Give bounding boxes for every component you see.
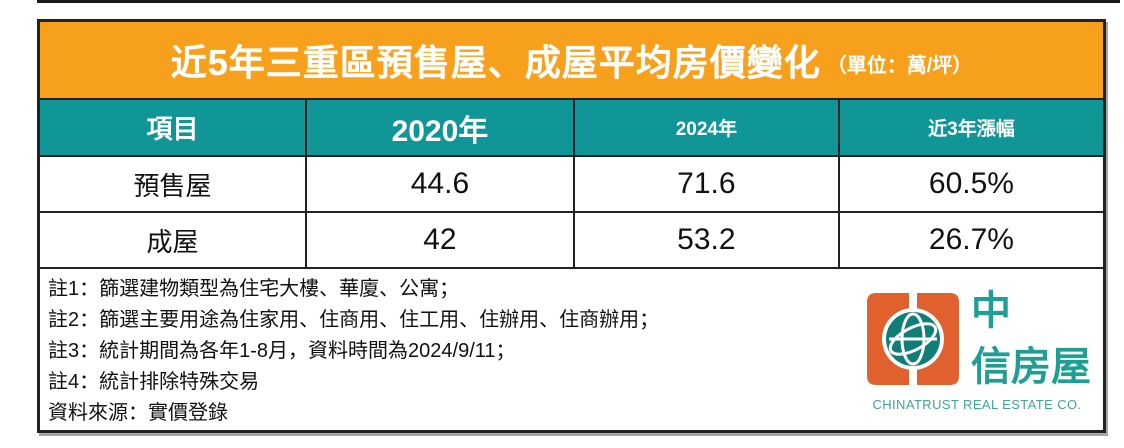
top-crop-line	[37, 0, 1120, 3]
note-3: 註3：統計期間為各年1-8月，資料時間為2024/9/11；	[48, 340, 516, 362]
row-label: 成屋	[40, 213, 306, 267]
chinatrust-emblem-icon	[863, 289, 963, 394]
logo-company-name-en: CHINATRUST REAL ESTATE CO.	[872, 397, 1082, 412]
row-value-2024: 53.2	[572, 213, 838, 267]
row-value-2024: 71.6	[572, 157, 838, 211]
row-label: 預售屋	[40, 157, 306, 211]
notes-section: 註1：篩選建物類型為住宅大樓、華廈、公寓； 註2：篩選主要用途為住家用、住商用、…	[40, 267, 1103, 430]
header-2024: 2024年	[572, 100, 838, 155]
header-item: 項目	[40, 100, 306, 155]
note-1: 註1：篩選建物類型為住宅大樓、華廈、公寓；	[48, 278, 460, 300]
header-change: 近3年漲幅	[837, 100, 1103, 155]
chinatrust-logo: 中 信房屋 CHINATRUST REAL ESTATE CO.	[867, 289, 1091, 412]
row-value-change: 60.5%	[837, 157, 1103, 211]
price-table: 近5年三重區預售屋、成屋平均房價變化 （單位：萬/坪） 項目 2020年 202…	[37, 19, 1106, 433]
logo-cn-top: 中	[971, 289, 1011, 333]
row-value-change: 26.7%	[837, 213, 1103, 267]
note-2: 註2：篩選主要用途為住家用、住商用、住工用、住辦用、住商辦用；	[48, 309, 660, 331]
row-value-2020: 44.6	[305, 157, 573, 211]
table-title-bar: 近5年三重區預售屋、成屋平均房價變化 （單位：萬/坪）	[40, 22, 1103, 98]
note-4: 註4：統計排除特殊交易	[48, 371, 260, 393]
header-2020: 2020年	[305, 100, 573, 155]
row-value-2020: 42	[305, 213, 573, 267]
header-row: 項目 2020年 2024年 近3年漲幅	[40, 98, 1103, 155]
table-title-unit: （單位：萬/坪）	[826, 54, 973, 77]
table-title: 近5年三重區預售屋、成屋平均房價變化	[170, 42, 821, 83]
table-row-presale: 預售屋 44.6 71.6 60.5%	[40, 155, 1103, 211]
logo-cn-bottom: 信房屋	[971, 345, 1091, 389]
data-source: 資料來源：實價登錄	[48, 402, 228, 424]
table-row-existing: 成屋 42 53.2 26.7%	[40, 211, 1103, 267]
